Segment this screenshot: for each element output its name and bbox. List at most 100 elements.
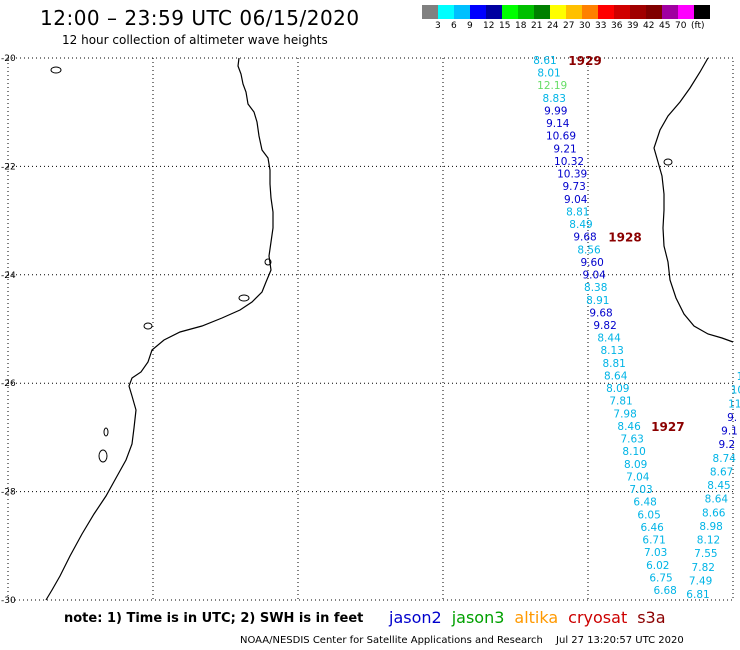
legend-swatch <box>438 5 454 19</box>
legend-swatch <box>454 5 470 19</box>
wave-height-label: 7.03 <box>629 484 652 496</box>
wave-height-label: 7.98 <box>613 408 636 420</box>
legend-swatches <box>422 5 740 19</box>
wave-height-label: 9.2 <box>719 439 736 451</box>
satellite-jason3: jason3 <box>451 608 505 627</box>
legend-label: 33 <box>595 21 607 31</box>
wave-height-label: 8.13 <box>600 345 623 357</box>
lat-tick-label: -26 <box>1 379 16 389</box>
wave-height-label: 8.10 <box>622 446 645 458</box>
wave-height-label: 7.63 <box>620 434 643 446</box>
wave-height-label: 6.68 <box>653 585 676 597</box>
map-subtitle: 12 hour collection of altimeter wave hei… <box>62 33 328 47</box>
wave-height-label: 9.68 <box>573 232 596 244</box>
legend-label: 27 <box>563 21 575 31</box>
generated-timestamp: Jul 27 13:20:57 UTC 2020 <box>556 635 684 646</box>
wave-height-label: 8.98 <box>699 521 722 533</box>
legend-label: 9 <box>467 21 473 31</box>
wave-height-label: 8.38 <box>584 282 607 294</box>
legend-label: 18 <box>515 21 527 31</box>
legend-label: 36 <box>611 21 623 31</box>
legend-label: 30 <box>579 21 591 31</box>
legend-swatch <box>518 5 534 19</box>
legend-swatch <box>646 5 662 19</box>
wave-height-label: 9.60 <box>580 257 603 269</box>
wave-height-label: 8.56 <box>577 244 601 256</box>
legend-label: 39 <box>627 21 639 31</box>
credit-line: NOAA/NESDIS Center for Satellite Applica… <box>240 635 684 646</box>
wave-height-label: 8.64 <box>705 494 729 506</box>
wave-height-label: 8.09 <box>624 459 647 471</box>
legend-swatch <box>534 5 550 19</box>
wave-height-label: 10.69 <box>546 131 576 143</box>
color-legend: 3 6 9 12 15 18 21 24 27 30 33 36 39 42 45 70 (ft) <box>422 5 740 31</box>
pass-time-label: 1929 <box>568 54 601 68</box>
footnote: note: 1) Time is in UTC; 2) SWH is in fe… <box>64 611 364 626</box>
wave-height-label: 9.99 <box>544 105 567 117</box>
credit-text: NOAA/NESDIS Center for Satellite Applica… <box>240 635 543 646</box>
legend-swatch <box>566 5 582 19</box>
wave-height-label: 9.14 <box>546 118 570 130</box>
wave-height-label: 6.81 <box>686 589 709 601</box>
legend-label: 6 <box>451 21 457 31</box>
wave-height-label: 9.68 <box>589 307 612 319</box>
legend-label: 45 <box>659 21 671 31</box>
wave-height-label: 8.64 <box>604 370 628 382</box>
wave-height-label: 9.82 <box>593 320 616 332</box>
wave-height-label: 6.02 <box>646 560 669 572</box>
wave-height-label: 12.19 <box>537 80 567 92</box>
coastline-mozambique <box>45 57 274 601</box>
wave-height-label: 9.73 <box>562 181 585 193</box>
legend-swatch <box>502 5 518 19</box>
wave-height-label: 8.81 <box>566 206 589 218</box>
wave-height-label: 8.67 <box>710 466 733 478</box>
legend-labels: 3 6 9 12 15 18 21 24 27 30 33 36 39 42 45 70 (ft) <box>422 19 740 31</box>
island-outline <box>663 158 673 166</box>
legend-swatch <box>582 5 598 19</box>
legend-swatch <box>630 5 646 19</box>
wave-height-label: 8.45 <box>707 480 730 492</box>
map-frame <box>7 57 734 601</box>
wave-height-label: 8.44 <box>597 333 621 345</box>
wave-height-label: 8.81 <box>602 358 625 370</box>
wave-height-label: 10.32 <box>554 156 584 168</box>
wave-height-label: 10.39 <box>557 169 587 181</box>
pass-time-label: 1927 <box>651 420 684 434</box>
lat-tick-label: -24 <box>1 271 16 281</box>
legend-label: 12 <box>483 21 495 31</box>
wave-height-label: 8.49 <box>569 219 592 231</box>
wave-height-label: 7.49 <box>689 575 712 587</box>
wave-height-label: 9.04 <box>564 194 588 206</box>
wave-height-label: 9. <box>727 412 737 424</box>
satellite-legend: jason2 jason3 altika cryosat s3a <box>389 608 676 627</box>
wave-height-label: 8.01 <box>537 68 560 80</box>
island-outline <box>264 258 272 266</box>
lat-tick-label: -20 <box>1 54 16 64</box>
satellite-cryosat: cryosat <box>568 608 628 627</box>
lat-tick-label: -30 <box>1 596 16 605</box>
wave-height-label: 8.61 <box>533 55 556 67</box>
legend-label: (ft) <box>691 21 705 31</box>
wave-height-label: 7.55 <box>694 548 717 560</box>
satellite-jason2: jason2 <box>389 608 442 627</box>
wave-height-label: 7.82 <box>692 562 715 574</box>
island-outline <box>238 294 250 302</box>
legend-label: 70 <box>675 21 687 31</box>
legend-swatch <box>422 5 438 19</box>
island-outline <box>103 427 109 437</box>
legend-label: 15 <box>499 21 511 31</box>
wave-height-label: 11 <box>728 398 740 410</box>
wave-height-label: 8.91 <box>586 295 609 307</box>
lat-tick-label: -22 <box>1 162 16 172</box>
island-outline <box>50 66 62 74</box>
wave-height-label: 6.75 <box>649 572 672 584</box>
coastline-madagascar <box>653 57 734 343</box>
legend-label: 21 <box>531 21 543 31</box>
island-outline <box>143 322 153 330</box>
wave-height-map: 303336394245-20-22-24-26-28-308.618.0112… <box>1 54 740 605</box>
wave-height-label: 7.03 <box>644 547 667 559</box>
legend-swatch <box>486 5 502 19</box>
legend-swatch <box>662 5 678 19</box>
wave-height-label: 1 <box>737 371 740 383</box>
wave-height-label: 10 <box>731 385 740 397</box>
